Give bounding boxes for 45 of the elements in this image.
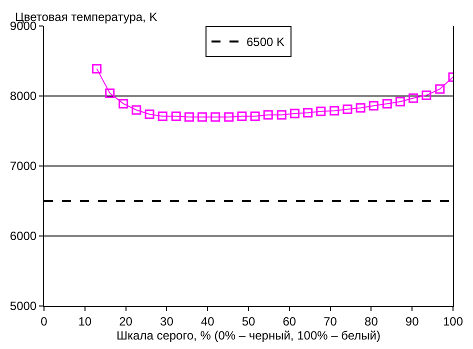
point xyxy=(158,112,168,122)
point xyxy=(395,96,405,106)
point xyxy=(276,110,286,120)
point xyxy=(224,112,234,122)
point xyxy=(105,88,115,98)
x-axis-title: Шкала серого, % (0% – черный, 100% – белый) xyxy=(116,328,380,342)
x-tick-label: 10 xyxy=(78,314,92,328)
y-tick-label: 8000 xyxy=(10,89,37,104)
x-tick-label: 50 xyxy=(242,314,256,328)
point xyxy=(250,112,260,122)
point xyxy=(290,108,300,118)
point xyxy=(408,93,418,103)
x-tick-label: 30 xyxy=(160,314,174,328)
point xyxy=(422,90,432,100)
point xyxy=(356,103,366,113)
point xyxy=(263,110,273,120)
legend-label: 6500 K xyxy=(246,35,285,50)
x-tick-label: 70 xyxy=(324,314,338,328)
x-tick-label: 60 xyxy=(282,314,296,328)
x-tick-label: 0 xyxy=(40,314,48,328)
x-tick-label: 20 xyxy=(119,314,133,328)
y-tick-label: 5000 xyxy=(10,299,37,314)
point xyxy=(237,112,247,122)
point xyxy=(342,104,352,114)
point xyxy=(171,112,181,122)
point xyxy=(316,106,326,116)
point xyxy=(368,101,378,111)
y-axis-title: Цветовая температура, K xyxy=(15,10,158,24)
x-tick-label: 100 xyxy=(442,314,464,328)
y-tick-label: 7000 xyxy=(10,159,37,174)
point xyxy=(435,84,445,94)
y-tick-label: 6000 xyxy=(10,229,37,244)
point xyxy=(198,112,208,122)
x-tick-label: 90 xyxy=(405,314,420,328)
point xyxy=(330,106,340,116)
point xyxy=(132,105,142,115)
point xyxy=(210,112,220,122)
point xyxy=(184,112,194,122)
x-tick-label: 80 xyxy=(364,314,378,328)
point xyxy=(303,108,313,118)
point xyxy=(92,64,102,74)
x-tick-label: 40 xyxy=(200,314,215,328)
point xyxy=(144,109,154,119)
point xyxy=(118,98,128,108)
point xyxy=(382,98,392,108)
